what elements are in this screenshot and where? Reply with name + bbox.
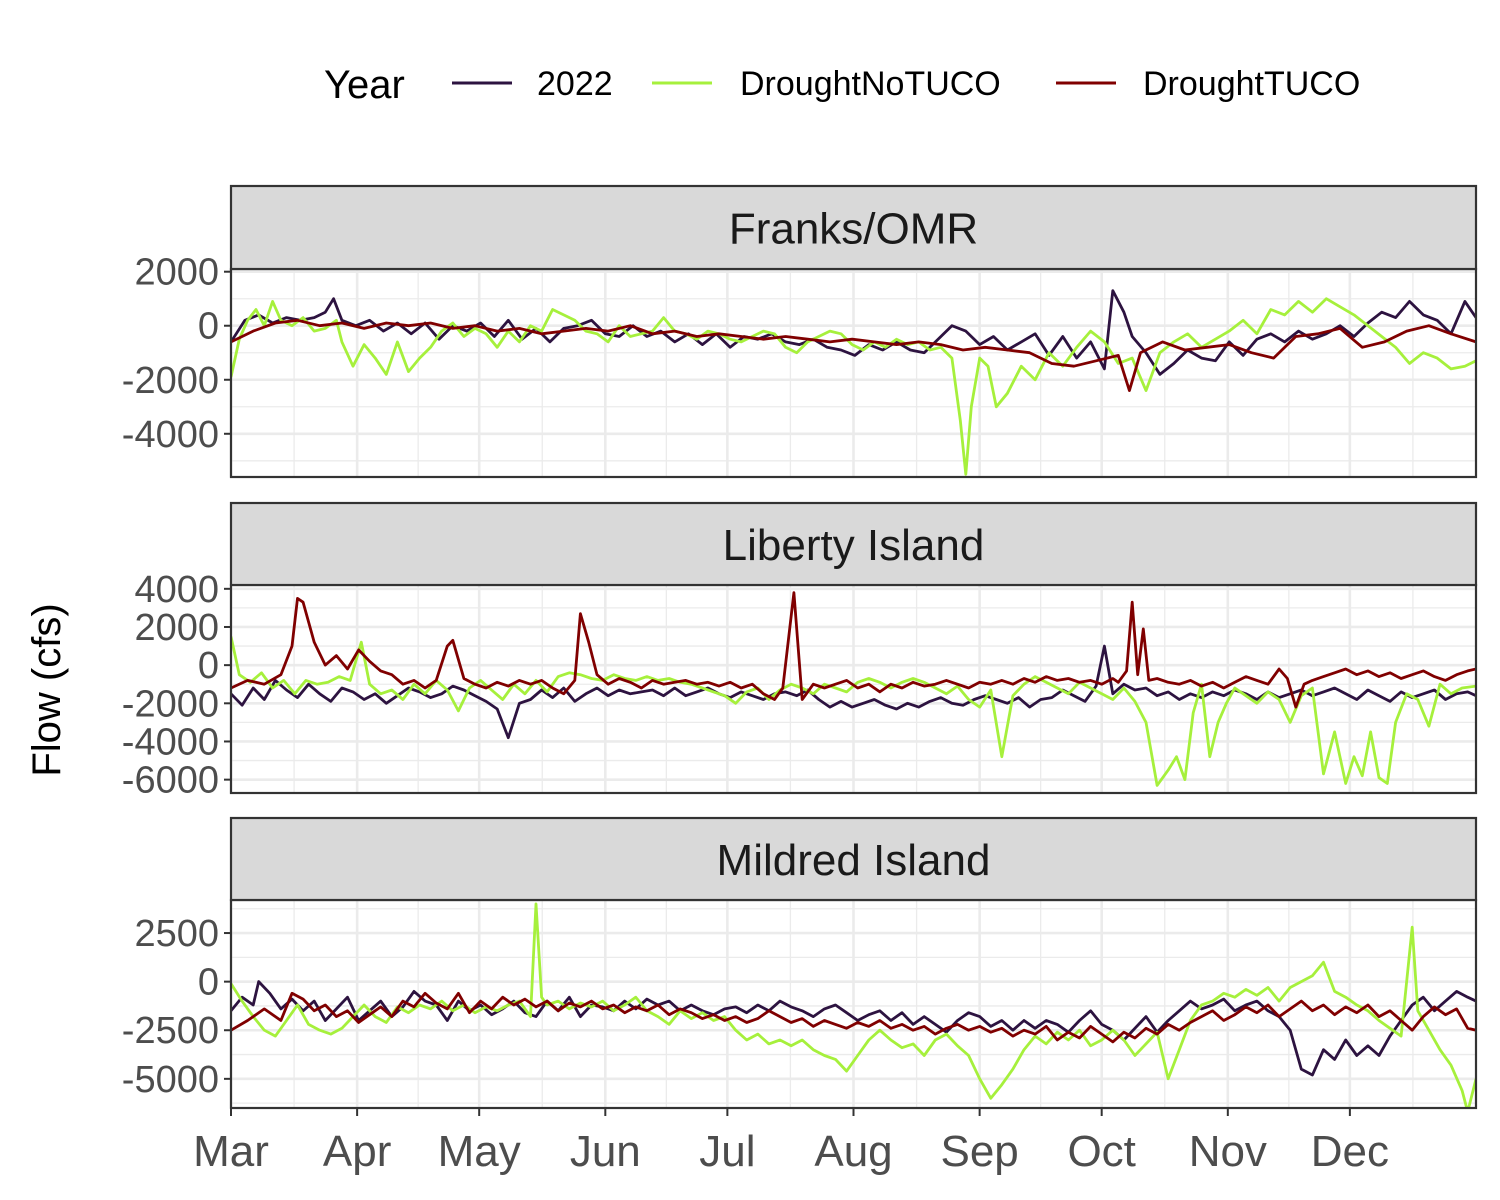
y-tick-label: 0: [198, 645, 219, 687]
y-axis-title: Flow (cfs): [25, 603, 69, 776]
x-axis: Mar Apr May Jun Jul Aug Sep Oct Nov Dec: [193, 1108, 1389, 1176]
x-tick-label: Oct: [1067, 1127, 1135, 1176]
y-tick-label: 0: [198, 962, 219, 1004]
legend-label-droughtnotuco: DroughtNoTUCO: [740, 65, 1001, 103]
x-tick-label: Nov: [1189, 1127, 1267, 1176]
legend-label-2022: 2022: [537, 65, 613, 103]
panel-franks-omr: Franks/OMR 2000 0 -2000 -4000: [122, 184, 1478, 479]
series-line-2022: [231, 289, 1476, 376]
facet-strip-label: Mildred Island: [717, 836, 991, 885]
x-tick-label: Apr: [323, 1127, 391, 1176]
y-tick-label: 4000: [134, 569, 219, 611]
y-tick-label: 0: [198, 306, 219, 348]
x-tick-label: May: [438, 1127, 521, 1176]
facet-strip-label: Liberty Island: [723, 521, 985, 570]
series-line-droughtnotuco: [231, 636, 1476, 787]
series-line-droughttuco: [231, 991, 1476, 1044]
facet-strip: [229, 501, 1478, 587]
y-tick-label: 2000: [134, 252, 219, 294]
facet-strip-label: Franks/OMR: [729, 205, 978, 254]
panel-mildred-island: Mildred Island 2500 0 -2500 -5000: [122, 816, 1478, 1110]
series-line-droughtnotuco: [231, 297, 1476, 476]
y-tick-label: 2500: [134, 913, 219, 955]
y-tick-label: -6000: [122, 760, 219, 802]
series-lines: [231, 902, 1476, 1108]
y-tick-label: -5000: [122, 1059, 219, 1101]
y-tick-label: -4000: [122, 721, 219, 763]
x-tick-label: Dec: [1311, 1127, 1389, 1176]
legend-title: Year: [324, 63, 405, 107]
legend-label-droughttuco: DroughtTUCO: [1143, 65, 1360, 103]
series-lines: [231, 591, 1476, 787]
x-tick-label: Aug: [814, 1127, 892, 1176]
y-tick-label: -4000: [122, 414, 219, 456]
facet-strip: [229, 184, 1478, 271]
y-tick-label: -2000: [122, 683, 219, 725]
facet-strip: [229, 816, 1478, 902]
y-tick-label: -2000: [122, 360, 219, 402]
series-line-2022: [231, 980, 1476, 1077]
series-lines: [231, 289, 1476, 476]
legend: Year 2022 DroughtNoTUCO DroughtTUCO: [324, 63, 1360, 107]
x-tick-label: Sep: [940, 1127, 1018, 1176]
x-tick-label: Jul: [699, 1127, 755, 1176]
x-tick-label: Mar: [193, 1127, 269, 1176]
y-tick-label: -2500: [122, 1010, 219, 1052]
series-line-droughtnotuco: [231, 902, 1476, 1108]
series-line-droughttuco: [231, 318, 1476, 392]
series-line-droughttuco: [231, 591, 1476, 709]
y-tick-label: 2000: [134, 607, 219, 649]
x-tick-label: Jun: [570, 1127, 641, 1176]
